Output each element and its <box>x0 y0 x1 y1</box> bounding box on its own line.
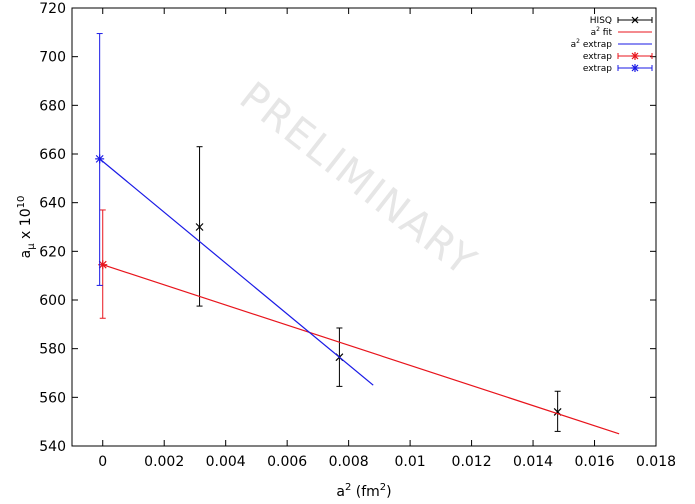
data-point <box>195 146 204 307</box>
y-tick-label: 560 <box>39 390 66 406</box>
x-tick-label: 0.01 <box>395 454 426 470</box>
x-tick-label: 0.016 <box>574 454 614 470</box>
series-2 <box>99 158 374 386</box>
plot-frame <box>71 7 657 447</box>
y-tick-label: 580 <box>39 342 66 358</box>
legend-label: extrap <box>583 64 612 74</box>
legend-entry: a2 fit <box>591 26 652 38</box>
axis-ticks <box>72 7 657 447</box>
legend-entry: extrap <box>583 64 653 74</box>
y-tick-label: 660 <box>39 147 66 163</box>
series-layer <box>95 33 620 435</box>
legend-label: HISQ <box>590 16 612 26</box>
y-axis-label: aμ x 1010 <box>16 196 37 259</box>
marker-stroke <box>553 408 562 416</box>
y-tick-label: 620 <box>39 244 66 260</box>
legend-entry: a2 extrap <box>571 38 652 50</box>
x-tick-label: 0.006 <box>267 454 307 470</box>
y-tick-label: 640 <box>39 196 66 212</box>
legend-entry: HISQ <box>590 16 653 26</box>
marker-stroke <box>195 223 204 231</box>
legend-entry: extrap <box>583 52 653 62</box>
x-tick-label: 0.002 <box>144 454 184 470</box>
x-tick-label: 0.014 <box>513 454 553 470</box>
series-4 <box>95 33 105 286</box>
marker-stroke <box>631 16 639 24</box>
legend-label: extrap <box>583 52 612 62</box>
legend-label: a2 fit <box>591 26 613 38</box>
x-tick-label: 0.008 <box>329 454 369 470</box>
series-line <box>102 264 620 435</box>
x-tick-label: 0.012 <box>452 454 492 470</box>
y-tick-label: 600 <box>39 293 66 309</box>
data-point <box>553 390 562 432</box>
x-tick-label: 0 <box>98 454 107 470</box>
legend-label: a2 extrap <box>571 38 613 50</box>
x-tick-label: 0.004 <box>206 454 246 470</box>
watermark-text: PRELIMINARY <box>231 73 485 286</box>
x-axis-label: a2 (fm2) <box>336 482 391 500</box>
x-tick-label: 0.018 <box>636 454 676 470</box>
data-point <box>95 33 105 286</box>
series-1 <box>102 264 620 435</box>
series-line <box>99 158 374 386</box>
y-tick-label: 540 <box>39 439 66 455</box>
y-tick-label: 680 <box>39 98 66 114</box>
y-tick-label: 720 <box>39 1 66 17</box>
y-tick-label: 700 <box>39 50 66 66</box>
tick-labels: 0 0.002 0.004 0.006 0.008 0.01 0.012 0.014 0.016… <box>39 1 676 470</box>
